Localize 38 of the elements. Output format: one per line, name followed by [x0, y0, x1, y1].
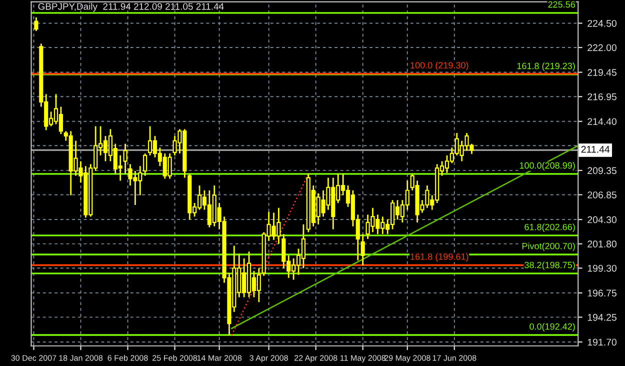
candlestick: [34, 16, 38, 32]
x-tick-label: 3 Apr 2008: [250, 355, 288, 362]
candlestick: [360, 233, 365, 266]
y-tick-label: 214.40: [588, 118, 617, 125]
y-tick-label: 216.95: [588, 93, 616, 100]
x-tick-label: 11 May 2008: [340, 355, 386, 362]
ref-line-label: 161.8 (199.61): [410, 253, 468, 262]
y-tick-label: 201.80: [588, 240, 617, 248]
ref-line-label: Pivot(200.70): [522, 242, 575, 252]
x-tick-label: 22 Apr 2008: [294, 355, 338, 362]
ref-line-label: 38.2(198.75): [524, 262, 575, 270]
y-tick-label: 204.30: [588, 216, 617, 224]
y-tick-label: 219.45: [588, 69, 616, 76]
y-tick-label: 209.35: [588, 167, 616, 174]
ref-line-label: 0.0(192.42): [530, 323, 575, 332]
ref-line-label: 161.8 (219.23): [517, 62, 575, 71]
ref-line-label: 100.0(208.99): [520, 162, 575, 170]
y-tick-label: 222.00: [588, 44, 617, 52]
chart-title: GBPJPY,Daily 211.94 212.09 211.05 211.44: [38, 2, 224, 12]
y-tick-label: 191.70: [588, 338, 617, 346]
y-tick-label: 206.85: [588, 191, 616, 198]
ref-line-label: 225.56: [548, 1, 575, 8]
x-tick-label: 6 Feb 2008: [108, 354, 148, 361]
y-tick-label: 199.30: [588, 264, 617, 272]
y-tick-label: 196.75: [588, 290, 616, 297]
x-tick-label: 17 Jun 2008: [432, 355, 476, 361]
x-tick-label: 25 Feb 2008: [152, 354, 198, 361]
x-tick-label: 30 Dec 2007: [11, 355, 56, 361]
x-tick-label: 29 May 2008: [384, 355, 430, 362]
y-tick-label: 194.25: [588, 314, 616, 321]
ref-line-label: 61.8(202.66): [524, 224, 575, 232]
y-tick-label: 224.50: [588, 20, 617, 27]
ref-line-label: 100.0 (219.30): [410, 62, 468, 70]
candlestick: [143, 152, 148, 176]
candlestick: [123, 143, 128, 175]
x-tick-label: 14 Mar 2008: [197, 355, 242, 361]
x-tick-label: 18 Jan 2008: [59, 355, 103, 361]
ref-line-label: 211.44: [581, 146, 610, 153]
